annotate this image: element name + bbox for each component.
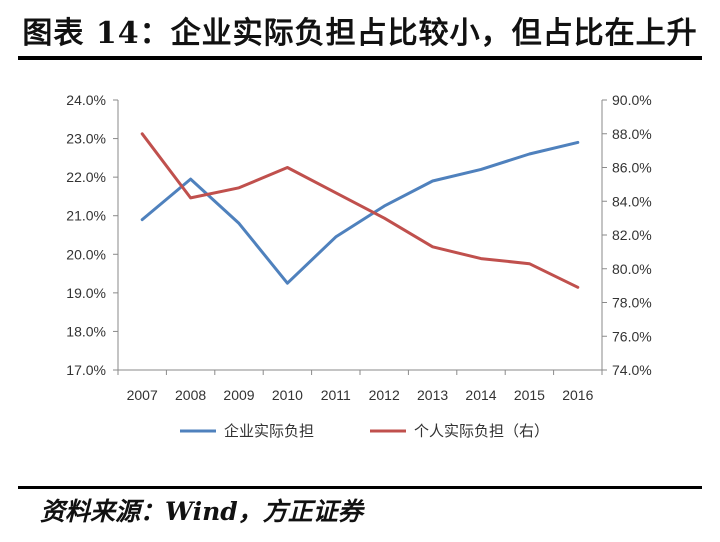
x-tick-label: 2011 xyxy=(321,387,351,403)
left-y-tick-label: 24.0% xyxy=(66,92,106,108)
right-y-tick-label: 80.0% xyxy=(612,261,652,277)
right-y-tick-label: 78.0% xyxy=(612,295,652,311)
left-y-tick-label: 21.0% xyxy=(66,208,106,224)
left-y-tick-label: 17.0% xyxy=(66,362,106,378)
x-tick-label: 2010 xyxy=(272,387,303,403)
x-tick-label: 2012 xyxy=(369,387,400,403)
left-y-axis-ticks: 17.0% 18.0% 19.0% 20.0% 21.0% 22.0% 23.0% 24.0% xyxy=(66,92,118,378)
title-divider xyxy=(18,56,702,60)
left-y-tick-label: 22.0% xyxy=(66,169,106,185)
axes xyxy=(117,100,603,371)
left-y-tick-label: 18.0% xyxy=(66,323,106,339)
x-tick-label: 2015 xyxy=(514,387,545,403)
x-tick-label: 2016 xyxy=(562,387,593,403)
left-y-tick-label: 20.0% xyxy=(66,246,106,262)
right-y-tick-label: 88.0% xyxy=(612,126,652,142)
right-y-tick-label: 86.0% xyxy=(612,160,652,176)
right-y-tick-label: 74.0% xyxy=(612,362,652,378)
right-y-axis-ticks: 74.0% 76.0% 78.0% 80.0% 82.0% 84.0% 86.0% 88.0%… xyxy=(602,92,652,378)
left-y-tick-label: 23.0% xyxy=(66,131,106,147)
x-tick-label: 2007 xyxy=(127,387,158,403)
legend-label-1: 企业实际负担 xyxy=(224,422,314,440)
dual-axis-line-chart: 17.0% 18.0% 19.0% 20.0% 21.0% 22.0% 23.0% 24.0%… xyxy=(66,92,652,440)
source-note: 资料来源：Wind，方正证券 xyxy=(40,497,363,526)
series-lines xyxy=(140,132,580,289)
series-line-2 xyxy=(140,132,580,289)
x-tick-label: 2014 xyxy=(465,387,496,403)
right-y-tick-label: 76.0% xyxy=(612,328,652,344)
source-divider xyxy=(18,486,702,489)
right-y-tick-label: 90.0% xyxy=(612,92,652,108)
right-y-tick-label: 82.0% xyxy=(612,227,652,243)
x-tick-label: 2013 xyxy=(417,387,448,403)
left-y-tick-label: 19.0% xyxy=(66,285,106,301)
series-line-1 xyxy=(140,140,580,285)
x-tick-label: 2008 xyxy=(175,387,206,403)
legend: 企业实际负担 个人实际负担（右） xyxy=(180,422,549,440)
legend-label-2: 个人实际负担（右） xyxy=(414,423,549,440)
x-tick-label: 2009 xyxy=(223,387,254,403)
x-axis-ticks: 2007 2008 2009 2010 2011 2012 2013 2014 2015 2016 xyxy=(117,370,603,403)
figure-title: 图表 14：企业实际负担占比较小，但占比在上升 xyxy=(22,16,698,51)
right-y-tick-label: 84.0% xyxy=(612,193,652,209)
